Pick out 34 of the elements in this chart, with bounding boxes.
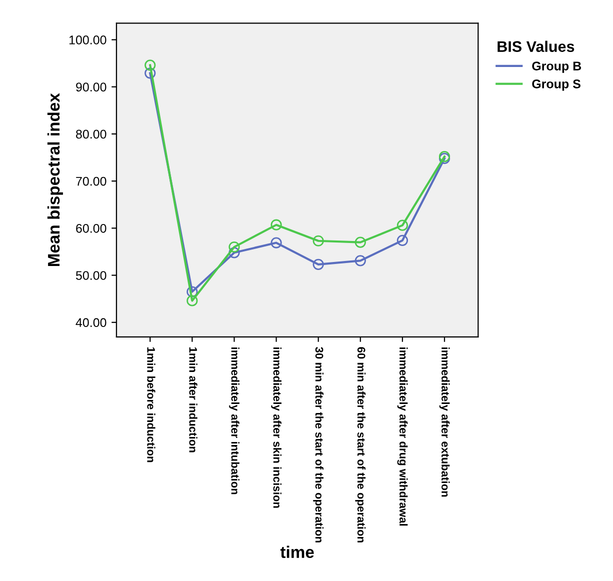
point xyxy=(144,60,156,71)
x-tick-label: 60 min after the start of the operation xyxy=(355,347,366,542)
y-tick-label: 90.00 xyxy=(76,82,106,92)
point xyxy=(312,235,324,246)
point xyxy=(354,255,366,266)
legend-label: Group S xyxy=(532,79,580,91)
point xyxy=(144,68,156,79)
point xyxy=(228,247,240,258)
y-tick-label: 100.00 xyxy=(69,36,106,44)
x-tick-label: 1min before induction xyxy=(147,347,156,462)
y-tick-label: 70.00 xyxy=(76,176,106,186)
point xyxy=(186,286,198,298)
y-tick-label: 50.00 xyxy=(76,271,106,280)
y-axis-title: Mean bispectral index xyxy=(47,93,63,266)
x-tick-label: immediately after drug withdrawal xyxy=(397,347,408,526)
point xyxy=(396,220,408,231)
y-tick-label: 80.00 xyxy=(76,130,106,139)
y-tick-label: 60.00 xyxy=(76,224,106,233)
point xyxy=(270,219,282,230)
legend-label: Group B xyxy=(532,62,582,73)
point xyxy=(312,258,324,270)
point xyxy=(186,295,198,306)
point xyxy=(354,236,366,248)
x-tick-label: 1min after induction xyxy=(189,347,198,452)
x-tick-label: immediately after extubation xyxy=(439,347,450,497)
x-axis-title: time xyxy=(280,546,314,558)
point xyxy=(228,241,240,253)
y-tick-label: 40.00 xyxy=(76,318,106,328)
point xyxy=(270,237,282,248)
point xyxy=(396,234,408,246)
x-tick-label: immediately after intubation xyxy=(229,347,240,494)
x-tick-label: immediately after skin incision xyxy=(271,347,282,508)
legend-title: BIS Values xyxy=(498,40,574,52)
x-tick-label: 30 min after the start of the operation xyxy=(313,346,324,542)
